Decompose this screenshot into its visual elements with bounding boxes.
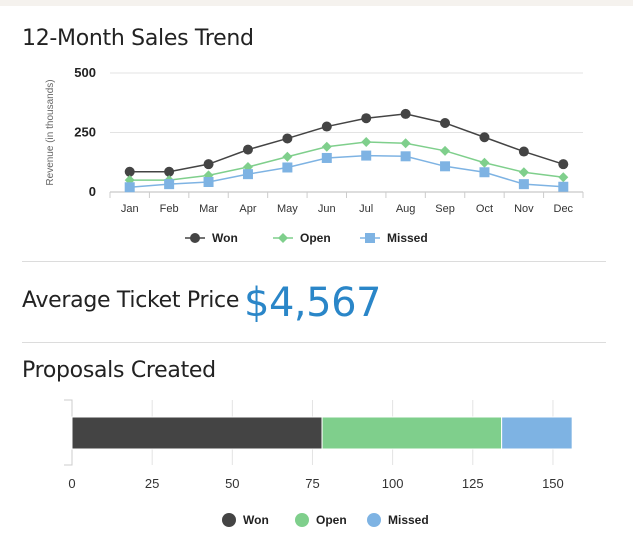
y-tick-label: 500 xyxy=(74,65,96,80)
data-point-missed xyxy=(203,177,214,188)
data-point-open xyxy=(321,141,332,152)
x-tick-label: Dec xyxy=(554,203,574,215)
data-point-open xyxy=(558,172,569,183)
legend-marker xyxy=(190,233,200,243)
series-won xyxy=(124,108,569,177)
legend-item-open: Open xyxy=(295,513,347,527)
x-tick-label: 75 xyxy=(305,476,319,491)
data-point-open xyxy=(282,151,293,162)
x-tick-label: Nov xyxy=(514,203,534,215)
x-tick-label: Oct xyxy=(476,203,493,215)
x-tick-label: Jun xyxy=(318,203,336,215)
legend-marker xyxy=(367,513,381,527)
legend-label: Open xyxy=(300,231,331,245)
data-point-won xyxy=(164,166,175,177)
x-tick-label: 125 xyxy=(462,476,484,491)
data-point-open xyxy=(400,138,411,149)
x-tick-label: Mar xyxy=(199,203,218,215)
data-point-missed xyxy=(242,169,253,180)
data-point-missed xyxy=(361,150,372,161)
x-tick-label: 50 xyxy=(225,476,239,491)
series-missed xyxy=(124,150,569,193)
data-point-missed xyxy=(518,179,529,190)
data-point-missed xyxy=(558,181,569,192)
data-point-missed xyxy=(164,179,175,190)
data-point-won xyxy=(361,113,372,124)
data-point-won xyxy=(558,159,569,170)
data-point-missed xyxy=(321,152,332,163)
top-strip xyxy=(0,0,633,6)
y-tick-label: 250 xyxy=(74,125,96,140)
data-point-open xyxy=(518,167,529,178)
section-divider xyxy=(22,342,606,343)
x-tick-label: May xyxy=(277,203,298,215)
series-line-won xyxy=(129,113,564,173)
data-point-won xyxy=(321,121,332,132)
legend-marker xyxy=(365,233,375,243)
legend-marker xyxy=(222,513,236,527)
x-tick-label: Feb xyxy=(160,203,179,215)
x-tick-label: 150 xyxy=(542,476,564,491)
legend-label: Missed xyxy=(387,231,428,245)
y-axis-label: Revenue (in thousands) xyxy=(45,79,56,185)
x-tick-label: Jan xyxy=(121,203,139,215)
proposals-title: Proposals Created xyxy=(22,358,216,383)
legend-label: Open xyxy=(316,513,347,527)
x-tick-label: Sep xyxy=(435,203,455,215)
data-point-won xyxy=(282,133,293,144)
legend-item-open: Open xyxy=(273,231,331,245)
series-line-missed xyxy=(129,154,564,188)
data-point-open xyxy=(440,145,451,156)
data-point-open xyxy=(479,157,490,168)
section-divider xyxy=(22,261,606,262)
y-axis-bracket xyxy=(64,399,73,466)
legend-item-won: Won xyxy=(222,513,269,527)
x-tick-label: Jul xyxy=(359,203,373,215)
data-point-missed xyxy=(440,161,451,172)
legend-label: Won xyxy=(243,513,269,527)
y-tick-label: 0 xyxy=(89,184,96,199)
data-point-won xyxy=(518,146,529,157)
data-point-won xyxy=(124,166,135,177)
data-point-missed xyxy=(124,182,135,193)
legend-item-missed: Missed xyxy=(360,231,428,245)
x-tick-label: 0 xyxy=(68,476,75,491)
data-point-missed xyxy=(479,167,490,178)
data-point-won xyxy=(242,144,253,155)
x-tick-label: 100 xyxy=(382,476,404,491)
x-tick-label: 25 xyxy=(145,476,159,491)
x-tick-label: Aug xyxy=(396,203,416,215)
legend-item-won: Won xyxy=(185,231,238,245)
legend-marker xyxy=(278,233,288,243)
legend-item-missed: Missed xyxy=(367,513,429,527)
data-point-open xyxy=(361,137,372,148)
bar-segment-missed xyxy=(501,416,573,450)
data-point-won xyxy=(203,159,214,170)
bar-segment-open xyxy=(321,416,503,450)
data-point-won xyxy=(479,132,490,143)
sales-trend-chart: 0 250 500 Jan Feb Mar Apr May Jun Jul Aug Sep Oct Nov… xyxy=(45,65,584,245)
data-point-won xyxy=(440,117,451,128)
data-point-missed xyxy=(282,162,293,173)
data-point-missed xyxy=(400,151,411,162)
data-point-won xyxy=(400,108,411,119)
average-ticket-value: $4,567 xyxy=(244,280,381,326)
legend-label: Won xyxy=(212,231,238,245)
x-tick-label: Apr xyxy=(239,203,256,215)
series-line-open xyxy=(129,141,564,181)
legend-marker xyxy=(295,513,309,527)
legend-label: Missed xyxy=(388,513,429,527)
sales-trend-title: 12-Month Sales Trend xyxy=(22,26,254,51)
bar-segment-won xyxy=(71,416,323,450)
average-ticket-label: Average Ticket Price xyxy=(22,288,240,313)
